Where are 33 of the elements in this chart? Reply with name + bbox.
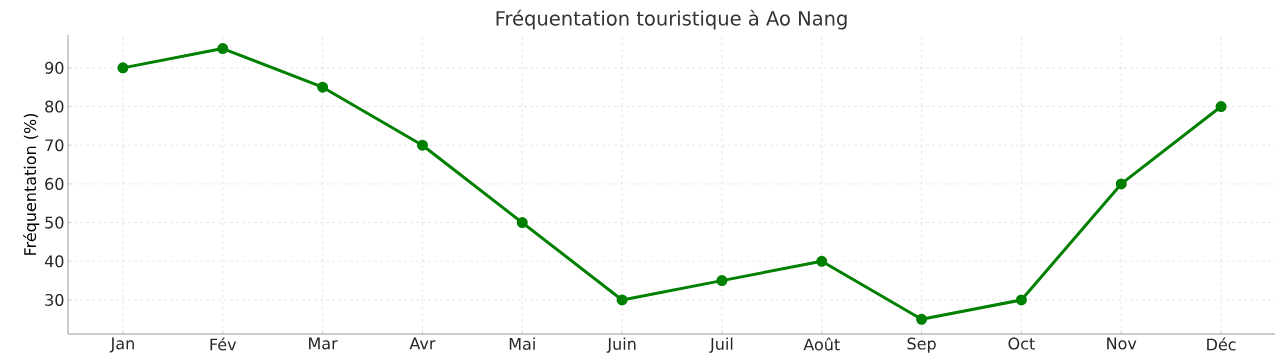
x-tick-label: Avr [409,337,436,350]
point [1215,101,1227,113]
x-tick-label: Déc [1207,337,1236,351]
point [117,62,129,74]
point [416,139,428,151]
x-tick-label: Mai [509,337,535,350]
point [916,313,928,325]
y-tick-label: 40 [44,255,64,268]
point [317,81,329,93]
y-axis-title: Fréquentation (%) [23,113,40,255]
x-tick-label: Oct [1008,337,1035,350]
y-tick-label: 70 [45,139,64,152]
x-tick-label: Août [803,337,840,351]
point [516,217,528,229]
x-tick-label: Jan [109,337,134,353]
point [1115,178,1127,190]
x-tick-label: Fév [210,337,237,351]
point [217,43,229,55]
x-tick-label: Juil [709,337,733,353]
point [616,294,628,306]
x-tick-label: Nov [1107,337,1137,350]
x-tick-label: Sep [907,337,936,353]
y-tick-label: 80 [45,100,64,113]
x-tick-label: Juin [606,337,636,353]
y-tick-label: 30 [45,293,64,306]
x-tick-label: Mar [309,337,338,350]
chart-title: Fréquentation touristique à Ao Nang [496,9,847,30]
y-tick-label: 90 [45,61,64,74]
y-tick-label: 50 [45,216,64,229]
point [716,275,728,287]
point [816,255,828,267]
point [1015,294,1027,306]
y-tick-label: 60 [45,177,64,190]
